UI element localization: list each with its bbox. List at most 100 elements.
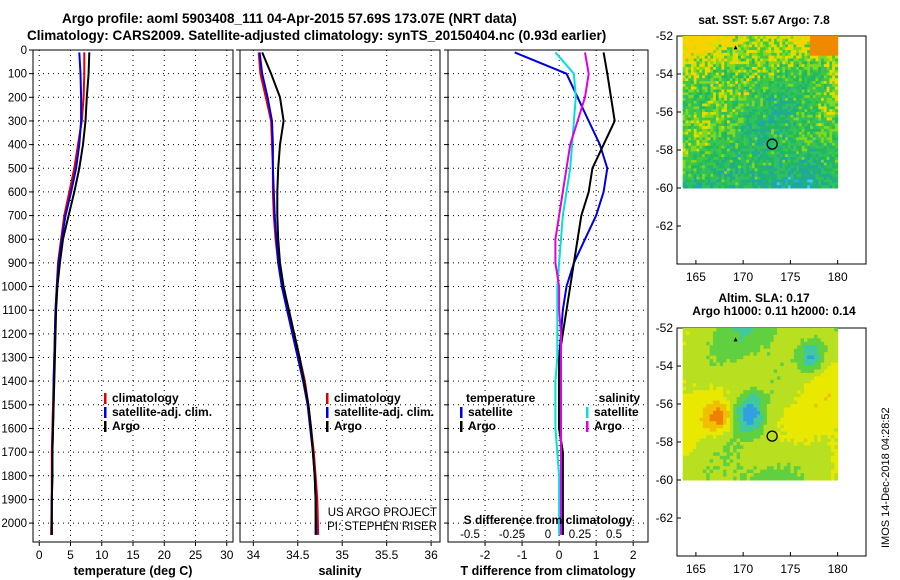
map-cell: [716, 352, 721, 357]
map-cell: [699, 438, 704, 443]
difference-panel: -2 -1 0 1 2T difference from climatologytemp…: [444, 49, 649, 578]
map-cell: [743, 404, 748, 408]
map-cell: [729, 338, 734, 343]
map-cell: [702, 148, 706, 152]
map-cell: [706, 341, 711, 346]
map-cell: [768, 109, 772, 113]
map-cell: [829, 142, 833, 147]
map-cell: [827, 428, 832, 433]
map-cell: [790, 83, 794, 88]
map-cell: [757, 159, 761, 164]
map-cell: [834, 97, 839, 102]
map-cell: [773, 362, 778, 367]
map-cell: [797, 400, 802, 405]
map-cell: [726, 61, 731, 65]
map-cell: [729, 407, 734, 412]
map-cell: [746, 100, 750, 105]
map-cell: [774, 162, 778, 166]
map-cell: [754, 114, 758, 119]
map-cell: [706, 397, 711, 402]
map-cell: [774, 168, 778, 172]
map-cell: [771, 148, 775, 152]
map-cell: [736, 379, 741, 384]
map-cell: [706, 400, 711, 405]
map-cell: [763, 390, 768, 395]
map-cell: [829, 97, 833, 102]
map-cell: [796, 52, 800, 57]
map-cell: [746, 393, 751, 398]
map-cell: [790, 89, 794, 93]
map-cell: [702, 407, 707, 412]
map-cell: [782, 159, 786, 164]
map-cell: [729, 435, 734, 440]
map-cell: [721, 126, 725, 130]
map-cell: [704, 64, 709, 68]
map-cell: [782, 89, 786, 93]
map-cell: [692, 362, 697, 367]
map-cell: [793, 75, 797, 79]
map-cell: [709, 372, 714, 377]
map-cell: [743, 355, 748, 360]
map-cell: [760, 438, 765, 443]
map-cell: [762, 179, 767, 183]
map-cell: [776, 44, 781, 48]
map-cell: [771, 154, 775, 158]
map-cell: [710, 154, 714, 158]
map-cell: [768, 179, 772, 183]
map-cell: [753, 404, 758, 408]
map-cell: [762, 100, 767, 105]
map-cell: [702, 137, 706, 141]
map-cell: [793, 151, 797, 155]
map-cell: [682, 64, 686, 68]
map-cell: [702, 100, 706, 105]
map-cell: [817, 372, 822, 377]
map-cell: [776, 185, 781, 189]
map-cell: [743, 36, 747, 40]
map-cell: [735, 173, 739, 178]
map-cell: [736, 362, 741, 367]
map-cell: [718, 145, 722, 150]
map-cell: [729, 345, 734, 350]
map-cell: [810, 331, 815, 336]
map-cell: [834, 120, 839, 124]
map-cell: [715, 52, 720, 57]
map-cell: [771, 173, 775, 178]
map-cell: [709, 435, 714, 440]
map-cell: [834, 81, 839, 85]
map-cell: [757, 81, 761, 85]
map-cell: [821, 159, 825, 164]
map-cell: [809, 182, 814, 186]
map-cell: [821, 47, 825, 51]
map-cell: [800, 355, 805, 360]
map-cell: [807, 355, 812, 360]
map-cell: [798, 58, 803, 62]
map-cell: [803, 328, 808, 332]
map-cell: [688, 148, 692, 152]
map-cell: [826, 154, 830, 158]
map-cell: [782, 182, 786, 186]
map-cell: [707, 171, 711, 175]
map-cell: [704, 50, 709, 54]
map-cell: [746, 78, 750, 82]
map-cell: [743, 41, 747, 45]
map-cell: [829, 52, 833, 57]
map-cell: [762, 157, 767, 161]
map-cell: [757, 173, 761, 178]
map-cell: [704, 44, 709, 48]
map-cell: [749, 109, 753, 113]
map-cell: [746, 352, 751, 357]
map-cell: [826, 148, 830, 152]
map-cell: [692, 404, 697, 408]
map-cell: [753, 397, 758, 402]
map-cell: [768, 159, 772, 164]
map-cell: [713, 83, 717, 88]
map-cell: [682, 117, 686, 121]
map-cell: [821, 128, 825, 133]
map-cell: [719, 407, 724, 412]
map-cell: [746, 148, 750, 152]
secondary-x-tick-label: -0.25: [499, 529, 525, 541]
map-cell: [740, 58, 745, 62]
map-cell: [810, 355, 815, 360]
map-cell: [770, 393, 775, 398]
map-cell: [756, 442, 761, 446]
